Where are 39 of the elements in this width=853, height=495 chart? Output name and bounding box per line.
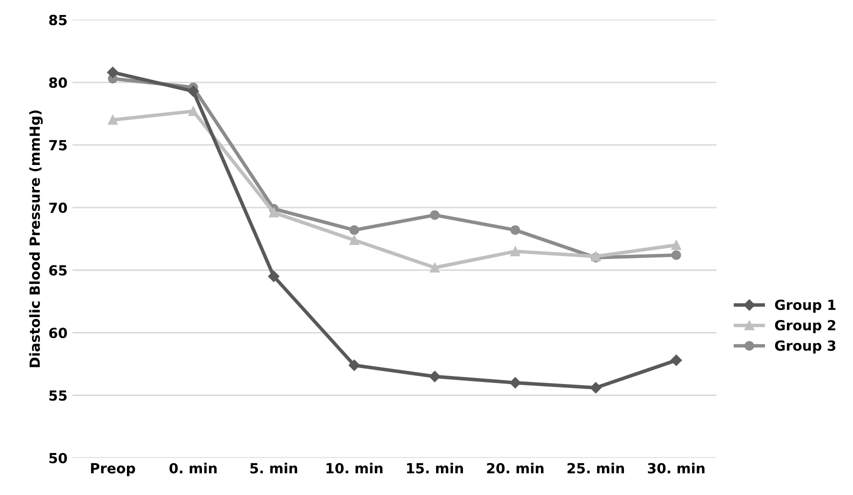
y-tick-label: 85 — [49, 14, 67, 26]
point — [590, 382, 602, 394]
x-tick-label: 20. min — [487, 462, 544, 474]
point — [671, 240, 682, 250]
point — [188, 106, 198, 116]
x-tick-label: 30. min — [648, 462, 704, 474]
y-tick-label: 60 — [49, 328, 67, 338]
point — [107, 66, 118, 78]
y-tick-label: 70 — [49, 202, 67, 214]
point — [108, 115, 118, 125]
point — [671, 250, 682, 260]
point — [510, 246, 520, 256]
x-tick-label: 15. min — [407, 462, 463, 474]
x-tick-label: 0. min — [169, 462, 217, 474]
x-tick-label: Preop — [91, 463, 136, 476]
point — [430, 210, 440, 220]
legend-label: Group 3 — [775, 340, 836, 354]
point — [430, 262, 440, 272]
y-tick-label: 55 — [49, 390, 67, 401]
point — [268, 208, 279, 218]
point — [349, 235, 360, 245]
y-tick-label: 65 — [49, 265, 67, 276]
y-axis-title: Diastolic Blood Pressure (mmHg) — [29, 110, 43, 368]
point — [429, 370, 440, 382]
point — [268, 270, 280, 282]
legend-label: Group 1 — [775, 300, 836, 313]
point — [188, 86, 199, 97]
point — [348, 360, 360, 371]
point — [349, 225, 360, 235]
y-tick-label: 80 — [49, 77, 67, 88]
legend-label: Group 2 — [775, 320, 836, 334]
point — [670, 354, 682, 366]
x-tick-label: 10. min — [326, 462, 382, 474]
point — [510, 377, 521, 388]
point — [510, 225, 520, 235]
y-tick-label: 75 — [49, 140, 67, 150]
y-tick-label: 50 — [49, 452, 67, 464]
x-tick-label: 25. min — [568, 462, 624, 474]
x-tick-label: 5. min — [250, 462, 298, 474]
